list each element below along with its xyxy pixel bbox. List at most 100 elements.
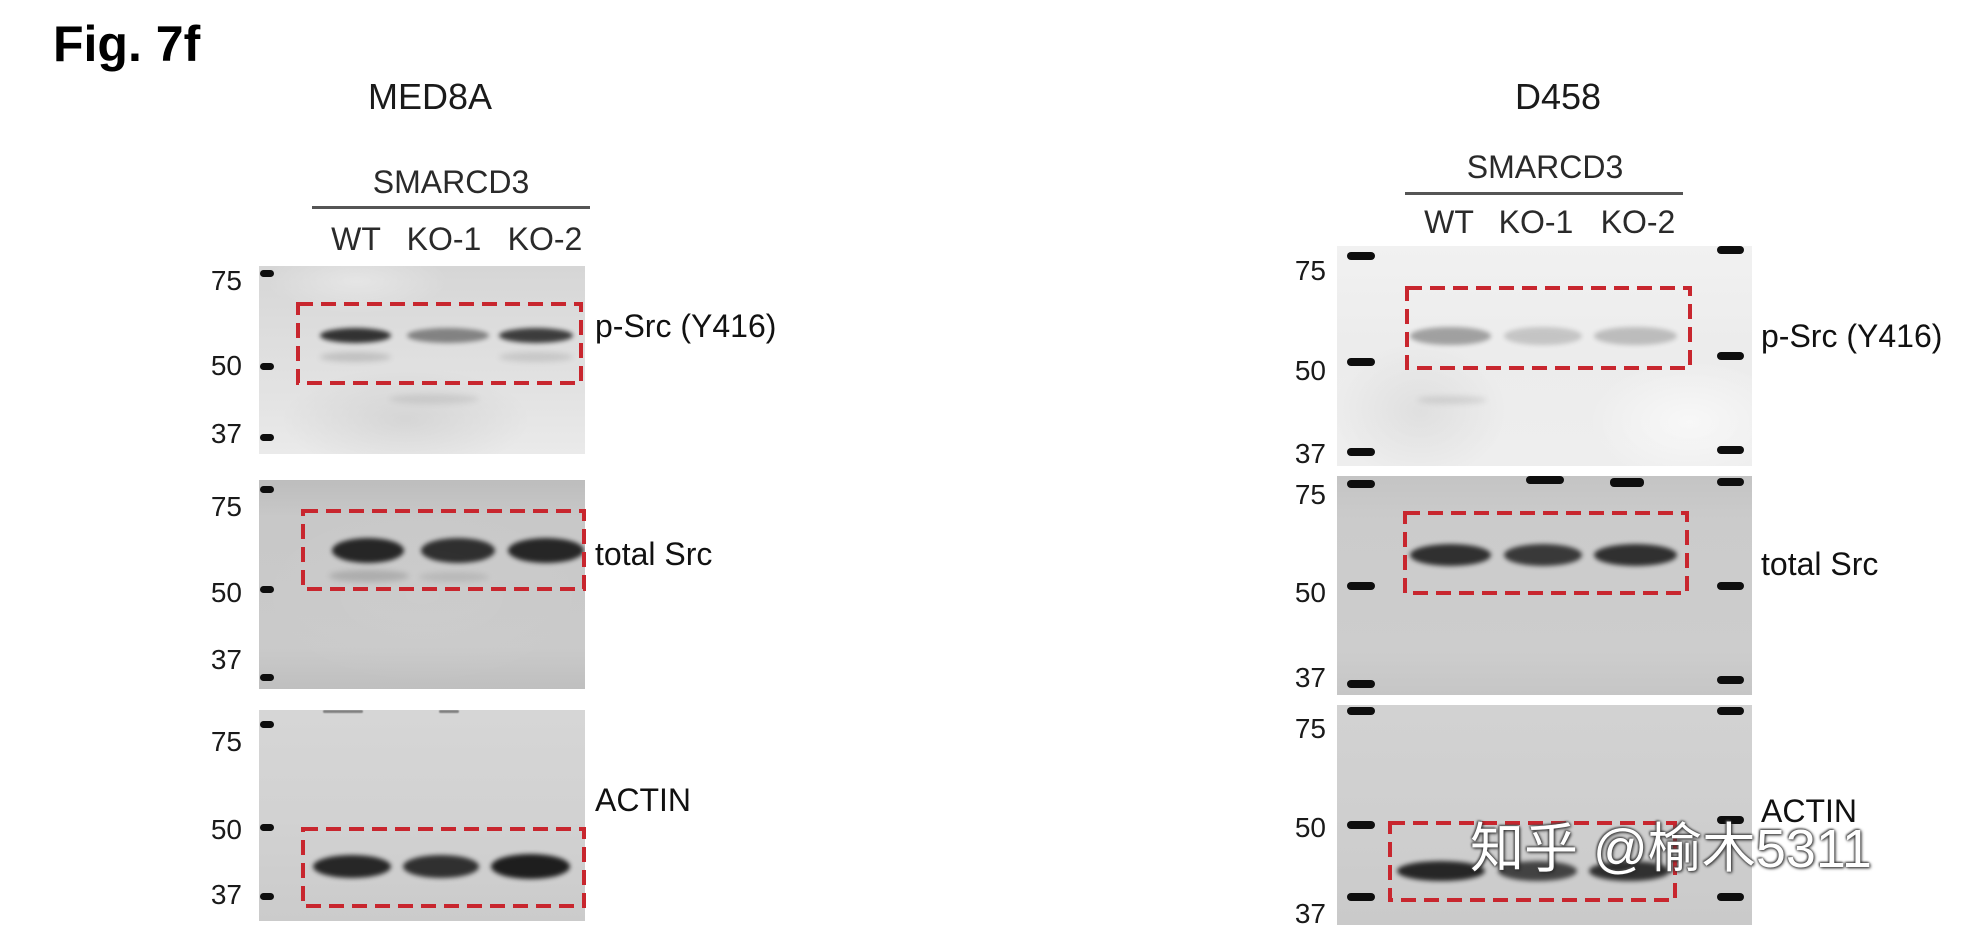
band-ko-1	[1504, 327, 1582, 345]
band-ko-1	[421, 538, 495, 563]
ladder-mark-75	[1717, 707, 1744, 715]
membrane-smudge	[1610, 478, 1644, 487]
blot-actin	[1337, 705, 1752, 925]
band-ko-1	[407, 328, 489, 343]
marker-label-75: 75	[210, 265, 242, 296]
membrane-smudge	[323, 710, 363, 713]
band-wt	[1410, 544, 1491, 566]
ladder-mark-50	[1717, 352, 1744, 360]
marker-label-75: 75	[210, 726, 242, 757]
ladder-mark-75	[1717, 478, 1744, 486]
ladder-mark-50	[260, 363, 274, 370]
marker-label-37: 37	[210, 879, 242, 910]
marker-label-37: 37	[210, 418, 242, 449]
band-ko-2	[508, 538, 584, 563]
band-secondary	[320, 352, 391, 362]
group-label: SMARCD3	[1466, 149, 1624, 185]
marker-label-37: 37	[1294, 662, 1326, 693]
group-underline	[312, 206, 590, 209]
ladder-mark-75	[260, 486, 274, 493]
cell-line-title: MED8A	[367, 76, 493, 117]
target-label: total Src	[1761, 546, 1879, 582]
ladder-mark-37	[1717, 893, 1744, 901]
highlight-box-outline	[1388, 821, 1677, 902]
marker-label-50: 50	[210, 577, 242, 608]
cell-line-title: D458	[1514, 76, 1602, 117]
ladder-mark-75	[260, 721, 274, 728]
marker-label-37: 37	[1294, 438, 1326, 469]
lane-label-ko-2: KO-2	[1600, 204, 1676, 240]
band-secondary	[329, 570, 409, 582]
ladder-mark-75	[1347, 707, 1375, 715]
figure-label: Fig. 7f	[53, 16, 201, 72]
band-secondary	[389, 394, 479, 404]
highlight-box	[1403, 511, 1689, 595]
ladder-mark-37	[260, 893, 274, 900]
band-ko-1	[403, 855, 479, 878]
marker-label-37: 37	[210, 644, 242, 675]
band-ko-2	[1589, 861, 1670, 881]
marker-label-75: 75	[1294, 713, 1326, 744]
band-ko-2	[499, 328, 573, 343]
ladder-mark-37	[1347, 893, 1375, 901]
band-ko-2	[1594, 327, 1677, 345]
ladder-mark-50	[260, 586, 274, 593]
band-ko-2	[491, 854, 570, 879]
marker-label-75: 75	[1294, 255, 1326, 286]
highlight-box-outline	[1403, 511, 1689, 595]
ladder-mark-37	[260, 434, 274, 441]
band-ko-2	[1594, 544, 1677, 566]
ladder-mark-50	[1347, 821, 1375, 829]
membrane-smudge	[439, 710, 459, 713]
highlight-box	[1405, 286, 1692, 370]
band-wt	[332, 538, 404, 563]
blot-p-src	[259, 266, 585, 454]
ladder-mark-50	[1347, 582, 1375, 590]
highlight-box-outline	[1405, 286, 1692, 370]
marker-label-50: 50	[210, 814, 242, 845]
band-secondary	[499, 352, 573, 362]
marker-label-50: 50	[210, 350, 242, 381]
ladder-mark-75	[1347, 252, 1375, 260]
highlight-box-outline	[301, 509, 586, 591]
group-underline	[1405, 192, 1683, 195]
ladder-mark-37	[1717, 676, 1744, 684]
marker-label-50: 50	[1294, 812, 1326, 843]
target-label: total Src	[595, 536, 713, 572]
marker-label-37: 37	[1294, 898, 1326, 929]
lane-label-ko-1: KO-1	[406, 221, 482, 257]
ladder-mark-75	[260, 270, 274, 277]
marker-label-50: 50	[1294, 355, 1326, 386]
band-wt	[320, 328, 391, 343]
ladder-mark-50	[1717, 816, 1744, 824]
highlight-box	[296, 302, 583, 385]
highlight-box	[301, 827, 586, 908]
highlight-box-outline	[301, 827, 586, 908]
band-secondary	[1417, 396, 1487, 404]
lane-label-wt: WT	[1424, 204, 1474, 240]
band-wt	[1397, 861, 1485, 881]
lane-label-wt: WT	[331, 221, 381, 257]
group-label: SMARCD3	[372, 164, 530, 200]
ladder-mark-75	[1717, 246, 1744, 254]
band-wt	[1410, 327, 1491, 345]
ladder-mark-37	[1347, 680, 1375, 688]
lane-label-ko-1: KO-1	[1498, 204, 1574, 240]
blot-actin	[259, 710, 585, 921]
highlight-box	[1388, 821, 1677, 902]
target-label: p-Src (Y416)	[1761, 318, 1943, 354]
ladder-mark-75	[1347, 480, 1375, 488]
blot-total-src	[259, 480, 585, 689]
lane-label-ko-2: KO-2	[507, 221, 583, 257]
ladder-mark-37	[1717, 446, 1744, 454]
marker-label-75: 75	[210, 491, 242, 522]
highlight-box	[301, 509, 586, 591]
marker-label-50: 50	[1294, 577, 1326, 608]
ladder-mark-37	[1347, 448, 1375, 456]
target-label: ACTIN	[595, 782, 691, 818]
band-ko-1	[1498, 861, 1577, 881]
band-secondary	[419, 572, 489, 582]
ladder-mark-50	[260, 824, 274, 831]
target-label: p-Src (Y416)	[595, 308, 777, 344]
